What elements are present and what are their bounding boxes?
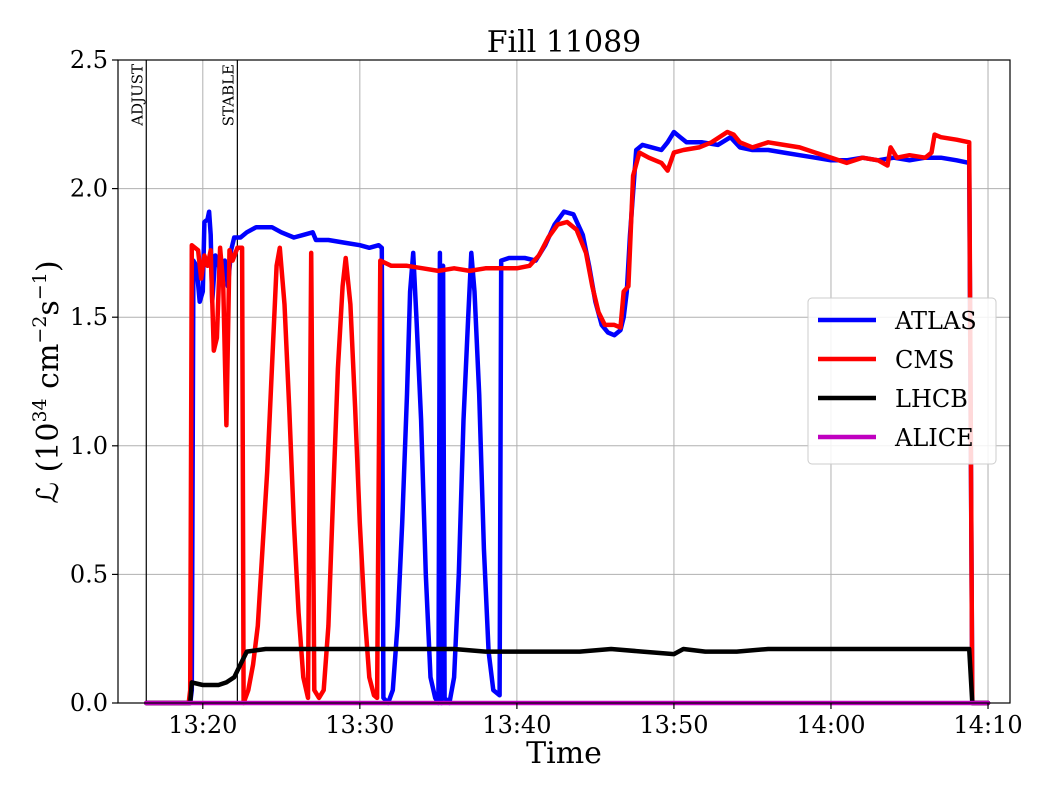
x-tick-label-14-00: 14:00	[796, 711, 865, 739]
y-axis-title-end: )	[31, 260, 66, 272]
y-tick-label-0-0: 0.0	[70, 689, 108, 717]
x-tick-label-13-20: 13:20	[168, 711, 237, 739]
legend-items: ATLAS CMS LHCB ALICE	[818, 307, 977, 452]
x-tick-label-13-50: 13:50	[639, 711, 708, 739]
x-ticks: 13:20 13:30 13:40 13:50 14:00 14:10	[168, 703, 1023, 739]
chart-title: Fill 11089	[487, 25, 642, 60]
marker-label-stable: STABLE	[219, 64, 237, 126]
y-axis-title-mid: cm	[31, 344, 66, 399]
y-ticks: 0.0 0.5 1.0 1.5 2.0 2.5	[70, 46, 118, 717]
y-axis-title-main: ℒ (10	[31, 423, 66, 504]
legend-box	[807, 297, 997, 465]
y-axis-title: ℒ (1034 cm−2s−1)	[29, 260, 66, 503]
series-line-lhcb	[144, 646, 991, 706]
legend-label-atlas: ATLAS	[894, 307, 977, 335]
phase-markers: ADJUST STABLE	[128, 60, 238, 703]
y-axis-title-mid2: s	[31, 300, 66, 315]
marker-label-adjust: ADJUST	[128, 64, 146, 127]
y-tick-label-1-0: 1.0	[70, 432, 108, 460]
legend: ATLAS CMS LHCB ALICE	[807, 297, 997, 465]
series-line-cms	[144, 129, 991, 706]
y-axis-title-exp3: −1	[29, 272, 51, 300]
legend-label-cms: CMS	[895, 346, 954, 374]
legend-label-lhcb: LHCB	[895, 385, 968, 413]
y-tick-label-2-5: 2.5	[70, 46, 108, 74]
y-tick-label-0-5: 0.5	[70, 560, 108, 588]
y-axis-title-exp2: −2	[29, 316, 51, 344]
x-tick-label-13-40: 13:40	[482, 711, 551, 739]
x-tick-label-13-30: 13:30	[325, 711, 394, 739]
plot-frame	[117, 59, 1011, 704]
x-axis-title: Time	[526, 736, 602, 771]
y-tick-label-2-0: 2.0	[70, 175, 108, 203]
y-tick-label-1-5: 1.5	[70, 303, 108, 331]
x-tick-label-14-10: 14:10	[953, 711, 1022, 739]
y-axis-title-exp1: 34	[29, 398, 51, 422]
series-line-atlas	[144, 129, 991, 706]
legend-label-alice: ALICE	[894, 424, 974, 452]
